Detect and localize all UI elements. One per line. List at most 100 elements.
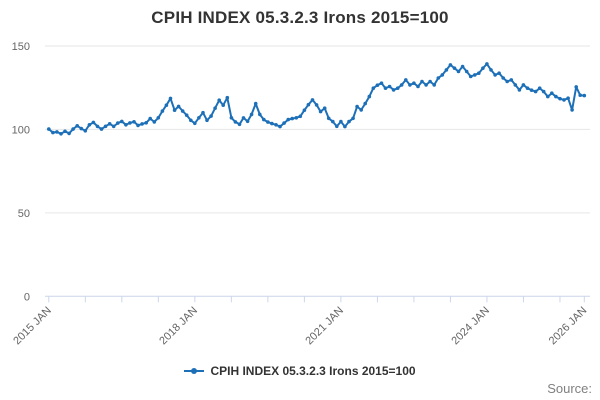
series-point bbox=[172, 108, 177, 112]
series-point bbox=[107, 122, 112, 126]
series-point bbox=[375, 83, 380, 87]
series-point bbox=[395, 86, 400, 90]
series-point bbox=[63, 129, 67, 134]
series-point bbox=[379, 81, 384, 85]
series-point bbox=[253, 101, 258, 106]
series-point bbox=[67, 131, 71, 136]
plot-area: 0 50 100 150 2015 JAN 2018 JAN 2021 JAN 2024 JA… bbox=[11, 41, 590, 348]
series-point bbox=[144, 121, 148, 125]
series-point bbox=[75, 124, 79, 128]
series-point bbox=[132, 120, 136, 124]
chart-title: CPIH INDEX 05.3.2.3 Irons 2015=100 bbox=[151, 8, 449, 27]
series-point bbox=[258, 112, 262, 117]
series-point bbox=[318, 109, 323, 114]
series-point bbox=[383, 86, 388, 90]
series-point bbox=[550, 91, 554, 95]
series-point bbox=[497, 71, 501, 75]
series-point bbox=[525, 86, 530, 90]
series-point bbox=[87, 123, 92, 127]
series-point bbox=[578, 93, 582, 97]
series-point bbox=[128, 121, 132, 125]
series-point bbox=[554, 94, 558, 99]
series-point bbox=[387, 84, 392, 89]
series-point bbox=[176, 104, 181, 109]
series-point bbox=[529, 88, 534, 92]
series-point bbox=[310, 98, 315, 102]
series-point bbox=[233, 120, 238, 124]
series-point bbox=[302, 108, 307, 112]
series-point bbox=[399, 83, 404, 87]
series-point bbox=[156, 116, 161, 120]
series-point bbox=[213, 106, 217, 110]
series-point bbox=[270, 121, 274, 126]
series-point bbox=[485, 62, 489, 66]
series-point bbox=[432, 83, 437, 87]
series-point bbox=[562, 98, 566, 102]
series-point bbox=[452, 66, 457, 70]
series-point bbox=[541, 89, 546, 94]
series-point bbox=[229, 116, 234, 120]
series-point bbox=[51, 130, 55, 135]
series-point bbox=[355, 104, 359, 109]
series-point bbox=[274, 123, 278, 127]
series-point bbox=[420, 79, 424, 84]
series-point bbox=[456, 69, 461, 74]
series-point bbox=[481, 66, 485, 70]
legend-line-marker-icon bbox=[184, 368, 205, 374]
x-axis-tick-label: 2026 JAN bbox=[547, 305, 590, 348]
series-point bbox=[148, 116, 152, 121]
series-point bbox=[408, 83, 412, 87]
series-point bbox=[298, 114, 303, 119]
series-point bbox=[225, 95, 230, 100]
series-point bbox=[440, 73, 445, 77]
series-point bbox=[521, 83, 526, 87]
series-point bbox=[359, 108, 364, 112]
series-point bbox=[468, 74, 473, 79]
series-point bbox=[331, 119, 335, 124]
series-point bbox=[197, 116, 201, 120]
series-point bbox=[217, 98, 221, 102]
series-point bbox=[326, 116, 331, 121]
series-point bbox=[83, 129, 88, 133]
series-point bbox=[95, 124, 100, 129]
series-point bbox=[221, 103, 225, 107]
series-point bbox=[509, 78, 514, 82]
series-point bbox=[71, 127, 75, 131]
series-point bbox=[209, 114, 213, 118]
series-point bbox=[120, 119, 124, 124]
y-axis-tick-label: 100 bbox=[12, 124, 30, 136]
series-point bbox=[473, 73, 477, 77]
series-point bbox=[363, 101, 368, 106]
series-point bbox=[335, 124, 339, 129]
series-point bbox=[152, 120, 157, 124]
x-axis-tick-label: 2021 JAN bbox=[303, 305, 346, 348]
series-point bbox=[164, 103, 169, 107]
series-point bbox=[339, 119, 343, 124]
series-point bbox=[136, 123, 140, 128]
series-point bbox=[249, 112, 254, 117]
series-point bbox=[241, 116, 246, 120]
series-point bbox=[205, 118, 209, 123]
legend-item[interactable]: CPIH INDEX 05.3.2.3 Irons 2015=100 bbox=[0, 363, 600, 379]
legend-label: CPIH INDEX 05.3.2.3 Irons 2015=100 bbox=[210, 364, 416, 378]
series-point bbox=[245, 119, 250, 124]
series-point bbox=[237, 122, 242, 127]
series-point bbox=[436, 76, 441, 80]
y-axis-tick-label: 150 bbox=[12, 41, 30, 53]
series-point bbox=[160, 109, 165, 113]
series-point bbox=[79, 126, 84, 131]
series-point bbox=[290, 116, 295, 121]
series-point bbox=[513, 83, 518, 87]
series-line[interactable] bbox=[47, 62, 587, 136]
series-point bbox=[278, 124, 282, 129]
series-point bbox=[168, 96, 173, 101]
series-point bbox=[412, 81, 416, 85]
series-point bbox=[391, 88, 396, 92]
series-point bbox=[428, 79, 432, 84]
series-point bbox=[55, 130, 59, 134]
series-point bbox=[59, 132, 63, 136]
series-point bbox=[477, 71, 481, 75]
series-point bbox=[124, 123, 128, 127]
series-point bbox=[116, 121, 120, 125]
